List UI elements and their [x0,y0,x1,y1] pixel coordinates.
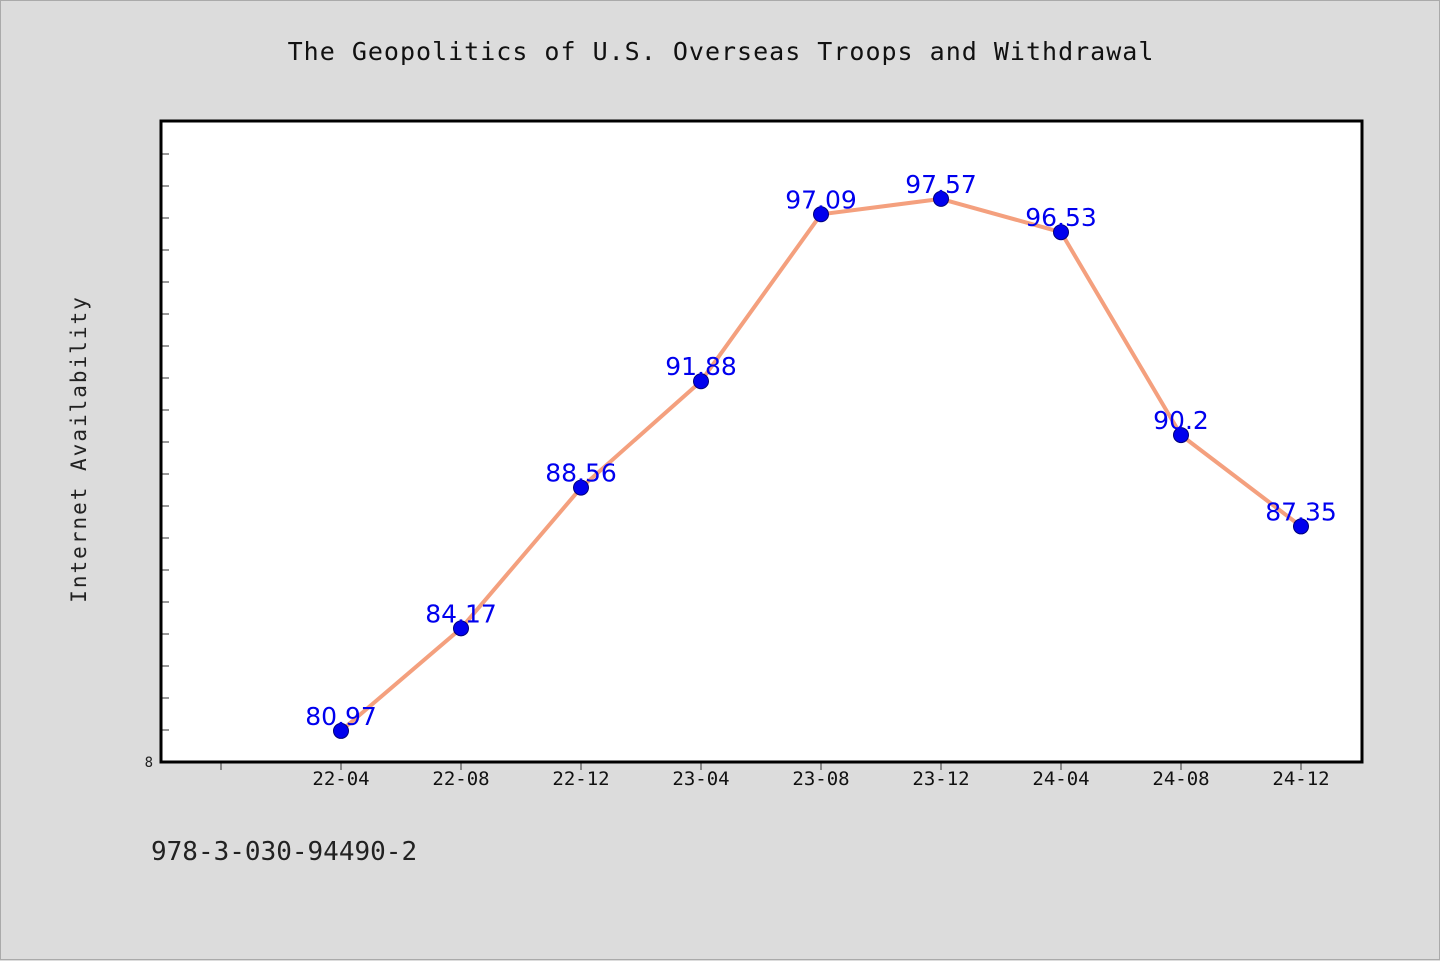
data-label: 91.88 [665,352,737,381]
x-tick-label: 23-04 [672,768,729,790]
data-point [813,206,829,223]
data-point [1293,518,1309,535]
x-tick-label: 24-04 [1032,768,1089,790]
isbn-identifier: 978-3-030-94490-2 [151,837,418,867]
x-tick-label: 22-12 [552,768,609,790]
x-tick-label: 22-08 [432,768,489,790]
data-point [453,620,469,637]
plot-frame [159,119,1364,764]
data-point [333,722,349,739]
x-tick-label: 23-12 [912,768,969,790]
data-point [693,373,709,390]
y-tick-label: 8 [145,755,153,771]
data-label: 96.53 [1025,203,1097,232]
data-point [1173,427,1189,444]
data-point [573,479,589,496]
x-tick-label: 22-04 [312,768,369,790]
data-label: 97.09 [785,185,857,214]
data-label: 88.56 [545,459,617,488]
data-point [933,190,949,207]
data-point [1053,224,1069,241]
data-label: 84.17 [425,599,497,628]
plot-area [161,121,1362,762]
chart-title: The Geopolitics of U.S. Overseas Troops … [287,37,1155,66]
data-label: 90.2 [1153,406,1209,435]
data-label: 87.35 [1265,497,1337,526]
data-label: 80.97 [305,702,377,731]
x-tick-label: 24-12 [1272,768,1329,790]
x-tick-label: 24-08 [1152,768,1209,790]
x-tick-label: 23-08 [792,768,849,790]
data-label: 97.57 [905,170,977,199]
